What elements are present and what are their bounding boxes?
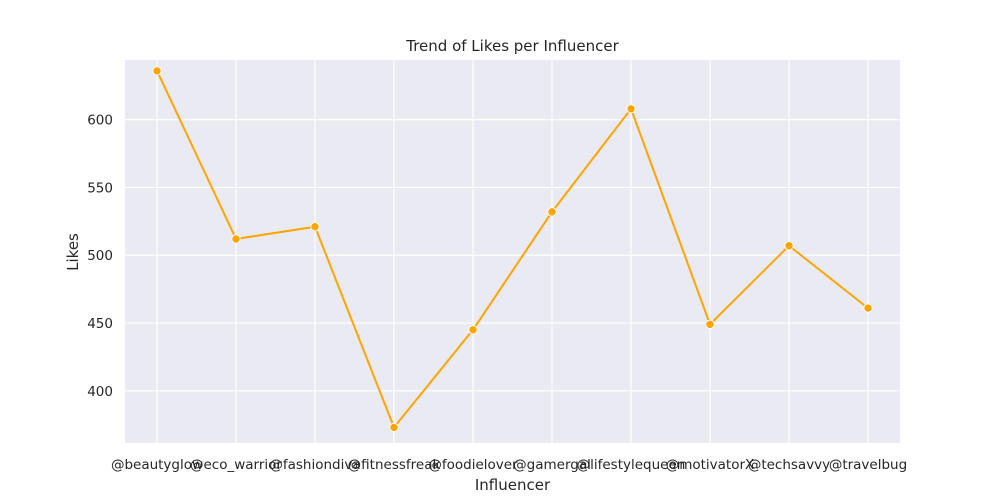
x-tick-label: @travelbug	[829, 457, 907, 473]
x-tick-label: @lifestylequeen	[577, 457, 686, 473]
series-layer	[152, 66, 873, 433]
x-gridlines	[156, 60, 869, 443]
data-point	[626, 104, 636, 114]
x-tick-label: @techsavvy	[748, 457, 830, 473]
data-point	[152, 66, 162, 76]
x-tick-label: @motivatorX	[666, 457, 755, 473]
x-tick-label: @foodielover	[428, 457, 518, 473]
data-point	[705, 319, 715, 330]
x-tick-labels: @beautyglow@eco_warrior@fashiondiva@fitn…	[111, 457, 907, 473]
data-point	[231, 234, 241, 244]
y-tick-label: 550	[87, 180, 113, 196]
y-tick-label: 400	[87, 384, 113, 400]
x-tick-label: @eco_warrior	[190, 457, 282, 473]
x-tick-label: @gamergal	[513, 457, 591, 473]
y-tick-label: 450	[87, 316, 113, 332]
y-tick-label: 500	[87, 248, 113, 264]
data-point	[784, 241, 794, 251]
y-gridlines	[125, 119, 900, 392]
plot-area	[125, 60, 900, 443]
x-tick-label: @beautyglow	[111, 457, 203, 473]
data-point	[547, 207, 557, 217]
x-tick-label: @fashiondiva	[269, 457, 360, 473]
chart-title: Trend of Likes per Influencer	[405, 37, 619, 55]
data-point	[389, 422, 399, 433]
y-tick-labels: 400 450 500 550 600	[87, 113, 113, 400]
x-tick-label: @fitnessfreak	[348, 457, 441, 473]
x-axis-label: Influencer	[475, 476, 551, 494]
y-axis-label: Likes	[64, 233, 82, 271]
data-point	[863, 303, 873, 313]
y-tick-label: 600	[87, 113, 113, 129]
data-point	[468, 325, 478, 335]
series-line	[156, 70, 869, 429]
data-point	[310, 222, 320, 232]
